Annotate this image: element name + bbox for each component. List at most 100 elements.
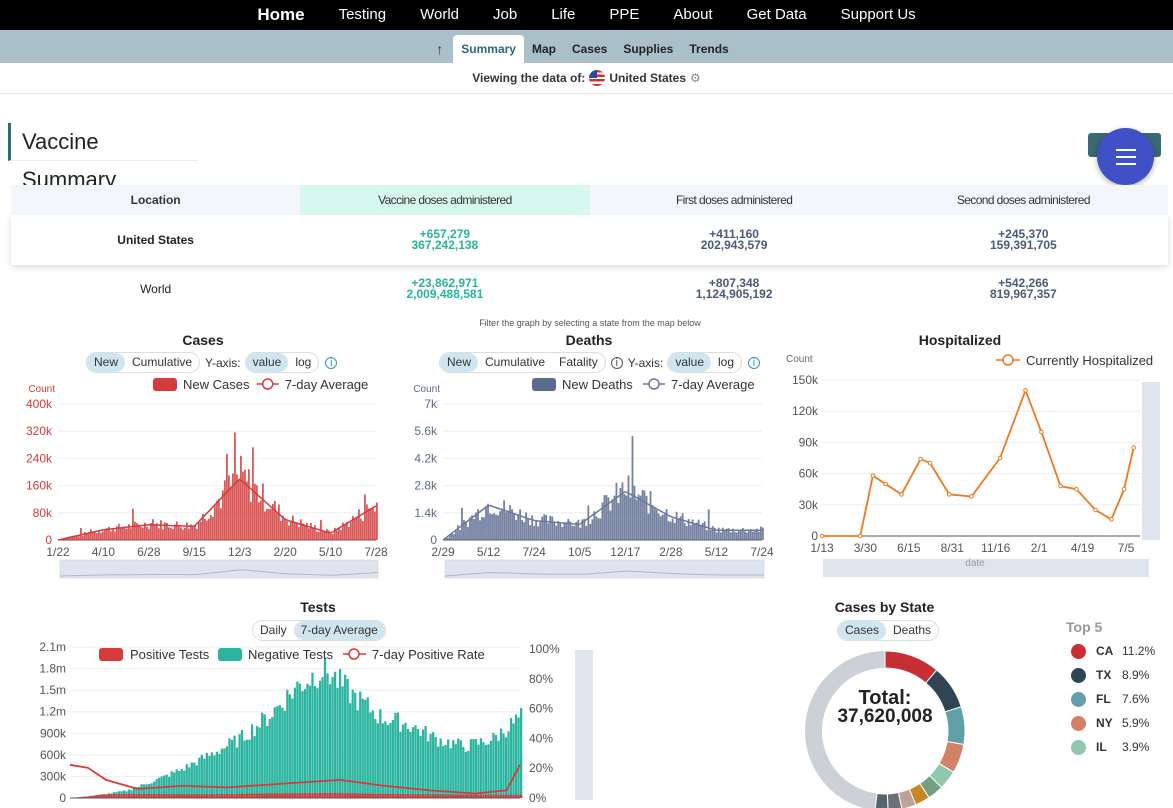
- gear-icon[interactable]: ⚙: [690, 71, 701, 85]
- top5-item[interactable]: FL 7.6%: [1066, 687, 1155, 711]
- deaths-new-toggle[interactable]: New: [440, 353, 479, 372]
- bar: [244, 469, 246, 540]
- cases-value-toggle[interactable]: value: [245, 353, 289, 372]
- nav-job[interactable]: Job: [493, 6, 518, 23]
- nav-world[interactable]: World: [420, 6, 459, 23]
- nav-about[interactable]: About: [673, 6, 713, 23]
- bar: [362, 521, 364, 540]
- nav-support-us[interactable]: Support Us: [840, 6, 916, 23]
- bar: [701, 522, 704, 540]
- deaths-fatality-toggle[interactable]: Fatality: [559, 355, 598, 369]
- bar: [561, 526, 564, 540]
- bar: [665, 509, 668, 540]
- bar: [168, 527, 170, 540]
- top5-title: Top 5: [1066, 619, 1103, 635]
- table-row: World +23,862,971 2,009,488,581 +807,348 1…: [11, 265, 1168, 313]
- col-location[interactable]: Location: [11, 185, 301, 215]
- info-icon[interactable]: i: [748, 356, 761, 369]
- bar: [727, 528, 730, 540]
- state-cases-toggle[interactable]: Cases: [838, 621, 887, 640]
- nav-ppe[interactable]: PPE: [609, 6, 640, 23]
- negative-bar: [135, 787, 138, 798]
- bar: [603, 495, 606, 540]
- viewing-location[interactable]: United States: [609, 71, 687, 85]
- bar: [68, 537, 70, 540]
- tab-summary[interactable]: Summary: [453, 35, 524, 63]
- cases-cumulative-toggle[interactable]: Cumulative: [132, 355, 193, 369]
- bar: [194, 525, 196, 540]
- bar: [691, 519, 694, 540]
- cases-log-toggle[interactable]: log: [295, 355, 312, 369]
- bar: [188, 528, 190, 540]
- bar: [553, 522, 556, 540]
- bar: [66, 538, 68, 540]
- menu-button[interactable]: [1097, 128, 1154, 185]
- x-tick-label: 5/10: [319, 545, 343, 559]
- data-point: [1058, 483, 1063, 489]
- positive-bar: [132, 793, 136, 798]
- top5-item[interactable]: IL 3.9%: [1066, 735, 1155, 759]
- positive-bar: [190, 794, 193, 798]
- tests-chart[interactable]: 0 300k 600k 900k 1.2m 1.5m 1.8m 2.1m 0% 20% 40% 60%…: [0, 640, 610, 808]
- positive-bar: [406, 794, 410, 798]
- positive-bar: [92, 795, 95, 798]
- tab-trends[interactable]: Trends: [689, 42, 729, 56]
- bar: [535, 520, 538, 540]
- positive-bar: [374, 793, 377, 798]
- positive-bar: [419, 794, 422, 798]
- deaths-log-toggle[interactable]: log: [718, 355, 735, 369]
- y-tick-label: 900k: [40, 726, 67, 740]
- bar: [633, 485, 636, 540]
- bar: [372, 507, 374, 540]
- positive-bar: [411, 794, 415, 798]
- nav-life[interactable]: Life: [551, 6, 576, 23]
- positive-bar: [454, 794, 457, 798]
- positive-bar: [253, 793, 256, 798]
- deaths-value-toggle[interactable]: value: [668, 353, 711, 372]
- bar: [144, 522, 146, 540]
- tab-cases[interactable]: Cases: [571, 42, 608, 56]
- top5-item[interactable]: TX 8.9%: [1066, 663, 1155, 687]
- info-icon[interactable]: i: [325, 356, 338, 369]
- legend-label: Negative Tests: [248, 647, 334, 662]
- bar: [280, 520, 282, 540]
- deaths-cumulative-toggle[interactable]: Cumulative: [485, 355, 546, 369]
- viewing-label: Viewing the data of:: [472, 71, 586, 85]
- negative-bar: [482, 742, 485, 798]
- bar: [132, 508, 134, 540]
- bar: [274, 501, 276, 540]
- state-donut-chart[interactable]: Total:37,620,008: [800, 646, 970, 808]
- tests-7day-toggle[interactable]: 7-day Average: [293, 621, 385, 640]
- tab-map[interactable]: Map: [531, 42, 556, 56]
- state-deaths-toggle[interactable]: Deaths: [893, 623, 932, 637]
- bar: [358, 509, 360, 540]
- top5-item[interactable]: NY 5.9%: [1066, 711, 1155, 735]
- info-icon[interactable]: i: [610, 356, 623, 369]
- tab-supplies[interactable]: Supplies: [623, 42, 674, 56]
- arrow-up-icon[interactable]: ↑: [436, 41, 444, 57]
- cases-chart[interactable]: Count 0 80k 160k 240k 320k 400k 1/22 4/10 6/28 9/1…: [0, 374, 390, 584]
- positive-bar: [273, 793, 276, 798]
- cases-new-toggle[interactable]: New: [87, 353, 126, 372]
- positive-bar: [175, 794, 178, 798]
- col-doses[interactable]: Vaccine doses administered: [300, 185, 590, 215]
- negative-bar: [245, 739, 249, 798]
- nav-home[interactable]: Home: [257, 5, 305, 24]
- bar: [579, 527, 582, 540]
- col-second-doses[interactable]: Second doses administered: [878, 185, 1168, 215]
- negative-bar: [454, 744, 457, 798]
- tests-daily-toggle[interactable]: Daily: [260, 623, 287, 637]
- negative-bar: [142, 784, 146, 798]
- bar: [326, 529, 328, 540]
- nav-testing[interactable]: Testing: [338, 6, 387, 23]
- hosp-chart[interactable]: Count 0 30k 60k 90k 120k 150k 1/13 3/30 6/15 8/31 1…: [780, 350, 1173, 584]
- bar: [72, 536, 74, 540]
- negative-bar: [215, 751, 219, 798]
- bar: [270, 508, 272, 540]
- col-first-doses[interactable]: First doses administered: [589, 185, 879, 215]
- nav-get-data[interactable]: Get Data: [746, 6, 807, 23]
- top5-item[interactable]: CA 11.2%: [1066, 639, 1155, 663]
- bar: [356, 517, 358, 540]
- positive-bar: [142, 793, 146, 798]
- deaths-chart[interactable]: Count 0 1.4k 2.8k 4.2k 5.6k 7k 2/29 5/12 7/24 10/5…: [390, 374, 780, 584]
